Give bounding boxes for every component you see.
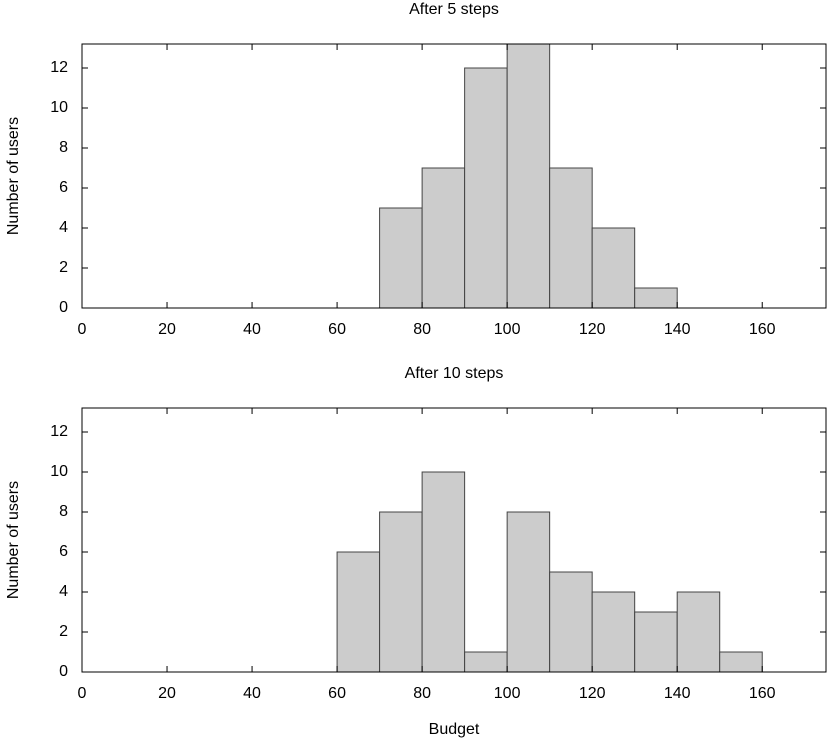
x-tick-label: 0 — [78, 685, 87, 702]
bar — [719, 651, 763, 672]
y-tick-label: 12 — [50, 423, 68, 440]
x-tick-label: 100 — [494, 685, 521, 702]
bar — [336, 551, 381, 672]
y-tick-label: 6 — [59, 179, 68, 196]
y-tick-label: 10 — [50, 463, 68, 480]
x-tick-label: 60 — [328, 685, 346, 702]
plot-frame — [81, 407, 827, 673]
bar — [379, 511, 423, 672]
x-tick-label: 80 — [413, 321, 431, 338]
y-tick-label: 10 — [50, 99, 68, 116]
bar — [634, 287, 678, 308]
y-tick-label: 12 — [50, 59, 68, 76]
x-tick-label: 160 — [749, 685, 776, 702]
y-axis-label: Number of users — [5, 117, 22, 235]
x-tick-label: 40 — [243, 685, 261, 702]
bars — [379, 44, 678, 308]
x-tick-label: 120 — [579, 685, 606, 702]
bar — [591, 227, 636, 308]
bar — [591, 591, 636, 672]
x-tick-label: 140 — [664, 685, 691, 702]
bar — [421, 471, 466, 672]
y-tick-label: 0 — [59, 299, 68, 316]
y-tick-label: 6 — [59, 543, 68, 560]
bar — [464, 651, 508, 672]
chart-title: After 5 steps — [409, 1, 499, 18]
bars — [336, 471, 763, 672]
bar — [634, 611, 678, 672]
x-tick-label: 100 — [494, 321, 521, 338]
y-tick-label: 4 — [59, 219, 68, 236]
x-tick-label: 160 — [749, 321, 776, 338]
x-tick-label: 140 — [664, 321, 691, 338]
chart-title: After 10 steps — [405, 365, 504, 382]
y-tick-label: 2 — [59, 259, 68, 276]
y-tick-label: 0 — [59, 663, 68, 680]
x-tick-label: 120 — [579, 321, 606, 338]
y-tick-label: 4 — [59, 583, 68, 600]
bar — [379, 207, 423, 308]
x-tick-label: 60 — [328, 321, 346, 338]
y-tick-label: 8 — [59, 139, 68, 156]
y-tick-label: 8 — [59, 503, 68, 520]
bar — [506, 511, 551, 672]
x-axis-label: Budget — [429, 721, 480, 738]
x-tick-label: 80 — [413, 685, 431, 702]
x-tick-label: 40 — [243, 321, 261, 338]
y-tick-label: 2 — [59, 623, 68, 640]
x-tick-label: 0 — [78, 321, 87, 338]
bar — [421, 167, 466, 308]
bar — [506, 44, 551, 308]
y-axis-label: Number of users — [5, 481, 22, 599]
plot-frame — [81, 43, 827, 309]
x-tick-label: 20 — [158, 685, 176, 702]
bar — [549, 571, 593, 672]
bar — [549, 167, 593, 308]
bar — [464, 67, 508, 308]
x-tick-label: 20 — [158, 321, 176, 338]
bar — [676, 591, 721, 672]
